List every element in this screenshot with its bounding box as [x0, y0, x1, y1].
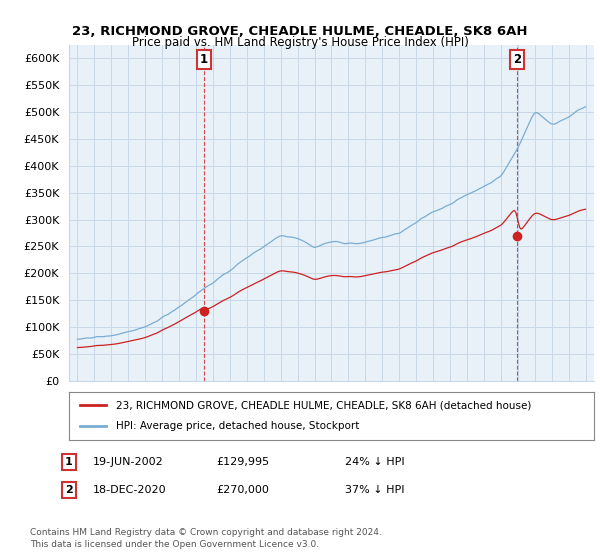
- Text: 23, RICHMOND GROVE, CHEADLE HULME, CHEADLE, SK8 6AH: 23, RICHMOND GROVE, CHEADLE HULME, CHEAD…: [72, 25, 528, 38]
- Text: This data is licensed under the Open Government Licence v3.0.: This data is licensed under the Open Gov…: [30, 540, 319, 549]
- Text: 37% ↓ HPI: 37% ↓ HPI: [345, 485, 404, 495]
- Text: 1: 1: [200, 53, 208, 66]
- Text: 23, RICHMOND GROVE, CHEADLE HULME, CHEADLE, SK8 6AH (detached house): 23, RICHMOND GROVE, CHEADLE HULME, CHEAD…: [116, 400, 532, 410]
- Text: 24% ↓ HPI: 24% ↓ HPI: [345, 457, 404, 467]
- Text: HPI: Average price, detached house, Stockport: HPI: Average price, detached house, Stoc…: [116, 421, 359, 431]
- Text: 2: 2: [65, 485, 73, 495]
- Text: 18-DEC-2020: 18-DEC-2020: [93, 485, 167, 495]
- Text: 19-JUN-2002: 19-JUN-2002: [93, 457, 164, 467]
- Text: 2: 2: [513, 53, 521, 66]
- Text: Contains HM Land Registry data © Crown copyright and database right 2024.: Contains HM Land Registry data © Crown c…: [30, 528, 382, 536]
- Text: £129,995: £129,995: [216, 457, 269, 467]
- Text: £270,000: £270,000: [216, 485, 269, 495]
- Text: 1: 1: [65, 457, 73, 467]
- Text: Price paid vs. HM Land Registry's House Price Index (HPI): Price paid vs. HM Land Registry's House …: [131, 36, 469, 49]
